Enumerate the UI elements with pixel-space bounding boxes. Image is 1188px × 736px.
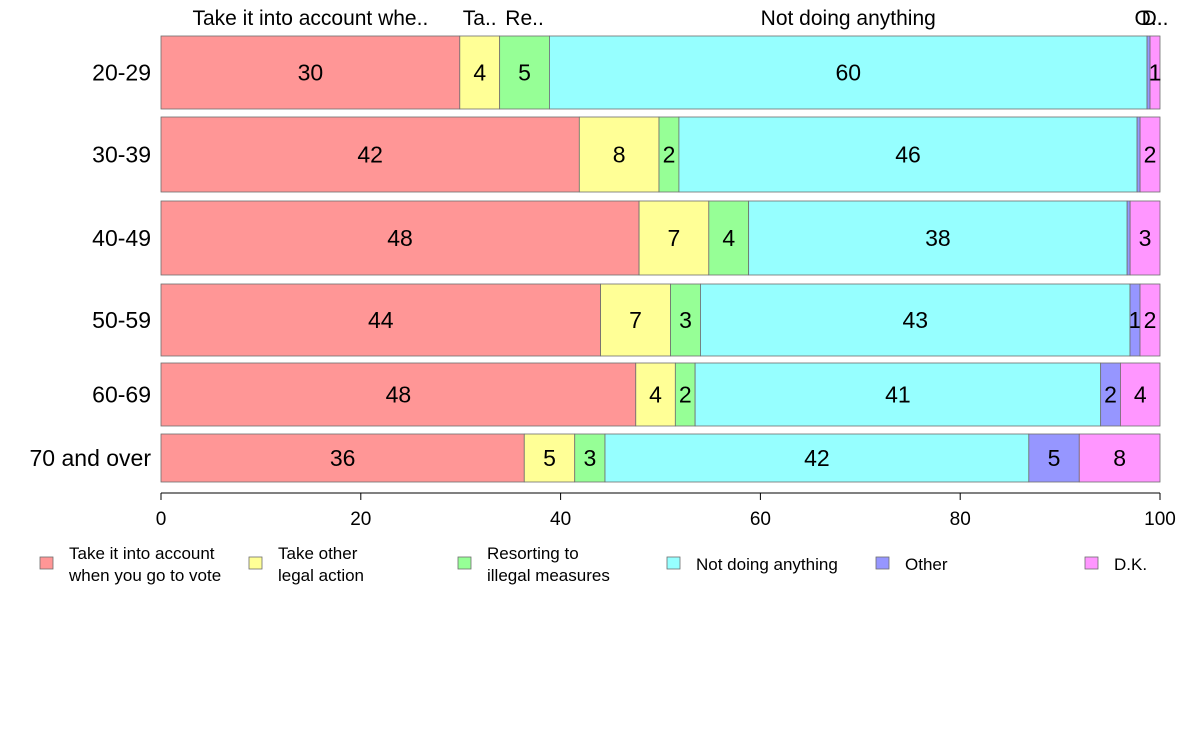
data-label: 3 <box>679 307 692 333</box>
y-axis-labels: 20-29 30-39 40-49 50-59 60-69 70 and over <box>30 60 152 472</box>
bar-40-49-d-k <box>1129 200 1161 276</box>
legend-label-resorting-to-illegal-measures: Resorting to <box>487 544 579 563</box>
series-top-label: Take it into account whe.. <box>192 7 428 30</box>
y-tick-label: 40-49 <box>92 225 151 251</box>
bar-60-69-not-doing-anything <box>694 362 1102 427</box>
x-tick-label: 60 <box>750 509 771 530</box>
y-tick-label: 60-69 <box>92 382 151 408</box>
data-label: 48 <box>387 225 413 251</box>
bar-50-59-take-it-into-account-when-you-go-to-vote <box>160 283 601 357</box>
legend-label-take-other-legal-action: legal action <box>278 566 364 585</box>
bar-50-59-take-other-legal-action <box>600 283 671 357</box>
bar-70-and-over-d-k <box>1078 433 1161 483</box>
legend-label-not-doing-anything: Not doing anything <box>696 555 838 574</box>
data-label: 2 <box>679 382 692 408</box>
y-tick-label: 20-29 <box>92 60 151 86</box>
x-tick-label: 20 <box>350 509 371 530</box>
data-label: 2 <box>663 142 676 168</box>
data-label: 4 <box>1134 382 1147 408</box>
data-label: 4 <box>473 60 486 86</box>
bar-60-69-take-other-legal-action <box>635 362 676 427</box>
y-tick-label: 50-59 <box>92 307 151 333</box>
bars: 30 4 5 60 142 8 2 46 248 7 4 38 344 7 3 43 1 248 4 2 41 2 436 5… <box>160 35 1162 483</box>
x-tick-label: 100 <box>1144 509 1176 530</box>
bar-50-59-resorting-to-illegal-measures <box>670 283 701 357</box>
bar-40-49-take-other-legal-action <box>638 200 710 276</box>
legend: Take it into account when you go to vote T… <box>39 544 1147 585</box>
y-tick-label: 30-39 <box>92 142 151 168</box>
bar-50-59-not-doing-anything <box>700 283 1131 357</box>
data-label: 2 <box>1144 142 1157 168</box>
data-label: 1 <box>1129 307 1142 333</box>
legend-label-resorting-to-illegal-measures: illegal measures <box>487 566 610 585</box>
data-label: 7 <box>629 307 642 333</box>
x-tick-label: 40 <box>550 509 571 530</box>
x-tick-label: 0 <box>156 509 167 530</box>
data-label: 5 <box>518 60 531 86</box>
series-top-label: Ta.. <box>463 7 497 30</box>
legend-swatch-d-k <box>1084 556 1099 570</box>
legend-label-take-other-legal-action: Take other <box>278 544 358 563</box>
series-top-label: D.. <box>1142 7 1169 30</box>
data-label: 41 <box>885 382 911 408</box>
x-axis: 0 20 40 60 80 100 <box>156 492 1176 530</box>
legend-swatch-take-it-into-account-when-you-go-to-vote <box>39 556 54 570</box>
data-label: 1 <box>1149 60 1162 86</box>
legend-swatch-other <box>875 556 890 570</box>
x-tick-label: 80 <box>950 509 971 530</box>
y-tick-label: 70 and over <box>30 445 152 471</box>
data-label: 4 <box>722 225 735 251</box>
series-top-label: Re.. <box>505 7 544 30</box>
legend-label-d-k: D.K. <box>1114 555 1147 574</box>
data-label: 42 <box>804 445 830 471</box>
bar-30-39-other <box>1136 116 1141 193</box>
data-label: 48 <box>386 382 412 408</box>
data-label: 60 <box>835 60 861 86</box>
bar-20-29-d-k <box>1149 35 1161 110</box>
bar-30-39-take-other-legal-action <box>578 116 660 193</box>
data-label: 38 <box>925 225 951 251</box>
bar-70-and-over-not-doing-anything <box>604 433 1030 483</box>
data-label: 42 <box>357 142 383 168</box>
data-label: 5 <box>1048 445 1061 471</box>
bar-40-49-resorting-to-illegal-measures <box>708 200 750 276</box>
data-label: 8 <box>1113 445 1126 471</box>
data-label: 3 <box>1139 225 1152 251</box>
data-label: 44 <box>368 307 394 333</box>
bar-70-and-over-resorting-to-illegal-measures <box>574 433 606 483</box>
bar-40-49-not-doing-anything <box>748 200 1128 276</box>
data-label: 2 <box>1144 307 1157 333</box>
bar-70-and-over-take-other-legal-action <box>523 433 576 483</box>
data-label: 4 <box>649 382 662 408</box>
bar-60-69-take-it-into-account-when-you-go-to-vote <box>160 362 637 427</box>
data-label: 3 <box>583 445 596 471</box>
legend-swatch-resorting-to-illegal-measures <box>457 556 472 570</box>
data-label: 36 <box>330 445 356 471</box>
legend-label-take-it-into-account-when-you-go-to-vote: when you go to vote <box>68 566 221 585</box>
series-top-labels: Take it into account whe.. Ta.. Re.. Not do… <box>192 7 1168 30</box>
bar-30-39-not-doing-anything <box>678 116 1138 193</box>
data-label: 46 <box>895 142 921 168</box>
bar-30-39-take-it-into-account-when-you-go-to-vote <box>160 116 580 193</box>
data-label: 43 <box>902 307 928 333</box>
bar-20-29-take-other-legal-action <box>459 35 501 110</box>
legend-label-other: Other <box>905 555 948 574</box>
data-label: 7 <box>668 225 681 251</box>
data-label: 30 <box>298 60 324 86</box>
legend-swatch-take-other-legal-action <box>248 556 263 570</box>
data-label: 8 <box>613 142 626 168</box>
bar-20-29-not-doing-anything <box>549 35 1148 110</box>
bar-40-49-other <box>1126 200 1131 276</box>
series-top-label: O.. <box>1135 7 1163 30</box>
bar-60-69-d-k <box>1120 362 1161 427</box>
bar-50-59-d-k <box>1139 283 1161 357</box>
series-top-label: Not doing anything <box>761 7 936 30</box>
bar-30-39-d-k <box>1139 116 1161 193</box>
data-label: 2 <box>1104 382 1117 408</box>
legend-label-take-it-into-account-when-you-go-to-vote: Take it into account <box>69 544 215 563</box>
legend-swatch-not-doing-anything <box>666 556 681 570</box>
data-label: 5 <box>543 445 556 471</box>
